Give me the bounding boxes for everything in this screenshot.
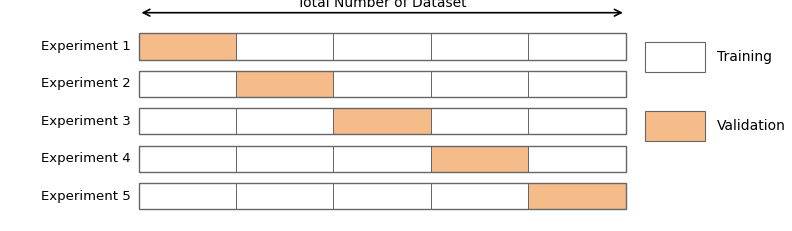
Text: Experiment 1: Experiment 1	[41, 40, 131, 53]
Text: Experiment 5: Experiment 5	[41, 190, 131, 203]
Text: Validation: Validation	[717, 119, 786, 133]
Text: Experiment 4: Experiment 4	[41, 152, 131, 165]
Text: Training: Training	[717, 50, 771, 64]
Text: Total Number of Dataset: Total Number of Dataset	[297, 0, 467, 10]
Text: Experiment 2: Experiment 2	[41, 77, 131, 90]
Text: Experiment 3: Experiment 3	[41, 115, 131, 128]
